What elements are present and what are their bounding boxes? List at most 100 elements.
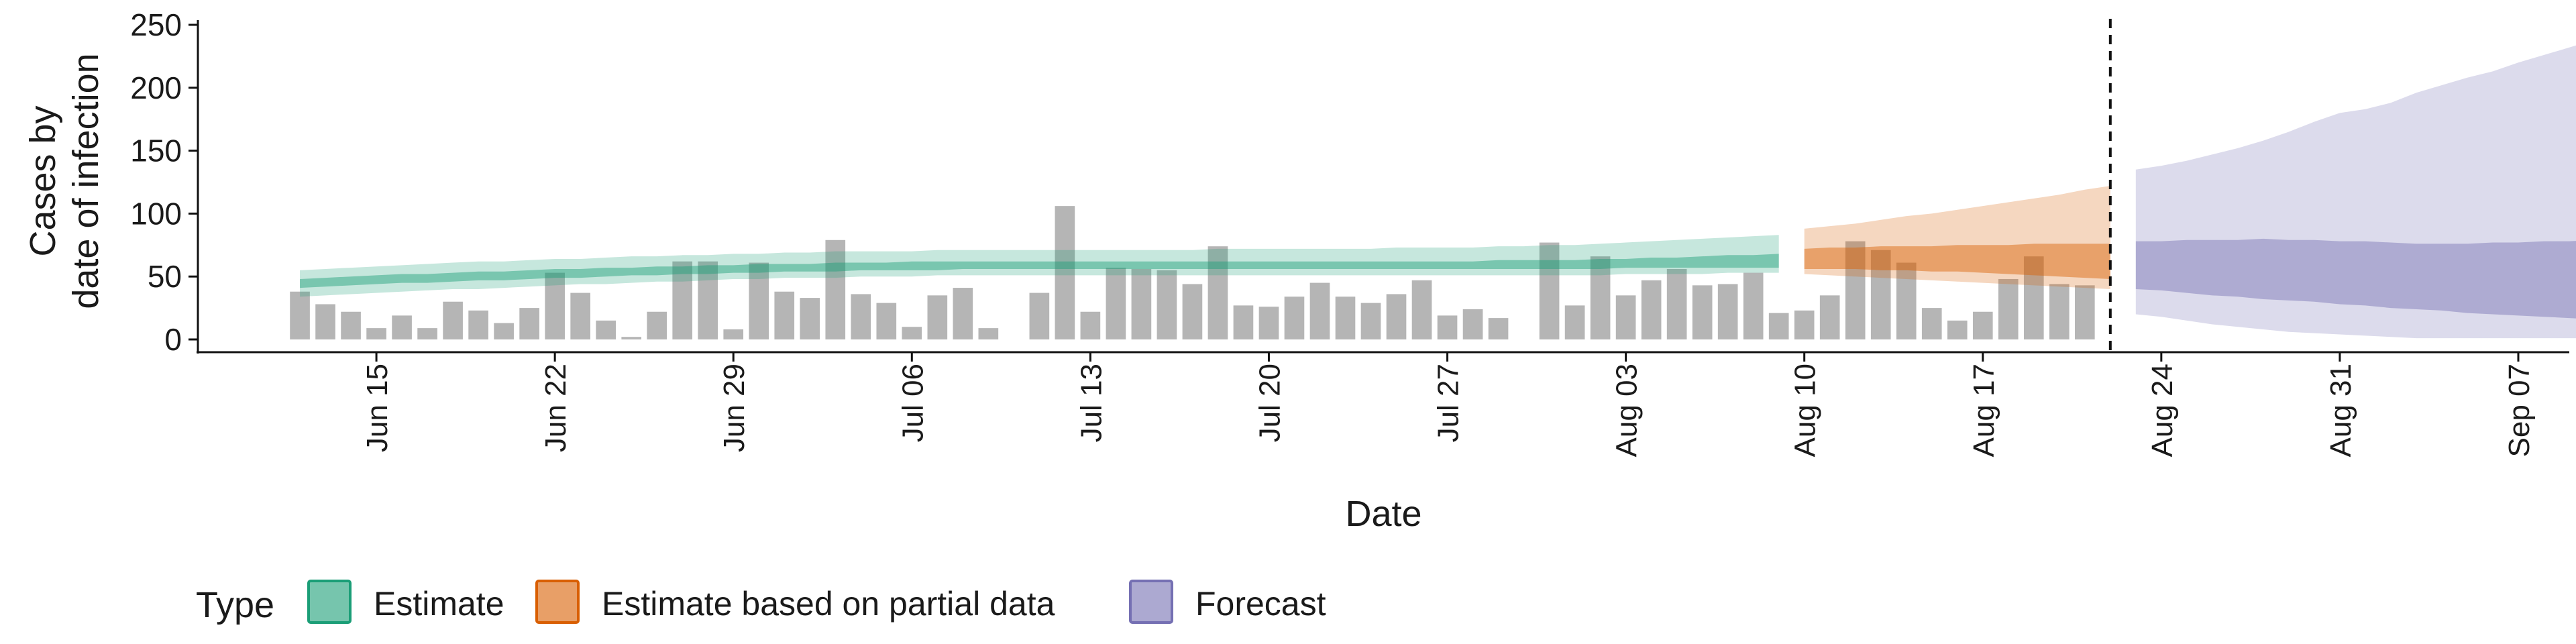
series-2-50-ribbon — [2135, 238, 2576, 319]
case-bar — [1462, 309, 1483, 339]
case-bar — [596, 320, 616, 339]
case-bar — [1106, 268, 1126, 339]
case-bar — [672, 261, 693, 339]
case-bar — [851, 294, 871, 339]
case-bar — [902, 327, 922, 339]
case-bar — [749, 262, 769, 339]
series-0-90-ribbon — [300, 235, 1779, 297]
case-bar — [953, 288, 973, 339]
case-bar — [825, 239, 846, 339]
case-bar — [417, 328, 437, 339]
case-bar — [876, 303, 897, 339]
case-bar — [1743, 272, 1764, 339]
case-bar — [1615, 295, 1636, 339]
x-tick-label: Aug 31 — [2324, 364, 2357, 457]
case-bar — [1488, 318, 1509, 339]
case-bar — [1590, 256, 1611, 339]
x-tick-label: Jul 20 — [1253, 364, 1286, 442]
case-bar — [1896, 262, 1917, 339]
case-bar — [1208, 246, 1228, 339]
case-bar — [1845, 241, 1866, 339]
case-bar — [494, 323, 514, 339]
case-bar — [1386, 294, 1407, 339]
case-bar — [1666, 268, 1687, 339]
case-bar — [1309, 282, 1330, 339]
axes: 0 50 100 150 200 250 Jun 15 Jun 22 Jun 29 Jul 06 J… — [130, 7, 2569, 457]
case-bar — [1182, 284, 1203, 339]
y-tick-label: 0 — [164, 322, 182, 357]
legend-label-0: Estimate — [374, 585, 504, 623]
legend-title: Type — [196, 585, 274, 625]
x-tick-label: Aug 17 — [1968, 364, 2000, 457]
y-tick-label: 250 — [130, 7, 182, 42]
case-bar — [1947, 320, 1968, 339]
x-tick-label: Jul 27 — [1432, 364, 1465, 442]
case-bar — [545, 272, 565, 339]
case-bar — [647, 311, 667, 339]
x-tick-label: Sep 07 — [2503, 364, 2536, 457]
x-tick-label: Jun 22 — [539, 364, 572, 452]
legend-label-2: Forecast — [1195, 585, 1326, 623]
case-bar — [392, 315, 412, 339]
case-bar — [927, 295, 948, 339]
x-tick-label: Jun 15 — [361, 364, 394, 452]
case-bar — [1029, 292, 1050, 339]
case-bar — [621, 337, 642, 339]
legend-key-0 — [307, 580, 352, 624]
x-axis-title: Date — [1345, 494, 1421, 534]
case-bar — [1819, 295, 1840, 339]
case-bar — [366, 328, 386, 339]
plot-area — [290, 19, 2576, 354]
case-bar — [1641, 280, 1662, 339]
case-bar — [443, 301, 463, 339]
case-bar — [800, 298, 820, 339]
case-bar — [1437, 315, 1458, 339]
x-tick-label: Jul 06 — [896, 364, 929, 442]
case-bar — [1335, 297, 1356, 339]
x-tick-label: Aug 24 — [2146, 364, 2179, 457]
x-tick-label: Jun 29 — [718, 364, 751, 452]
y-axis-title-line-1: Cases by — [23, 105, 63, 256]
case-bar — [1131, 268, 1152, 339]
series-0-50-ribbon — [300, 254, 1779, 288]
x-tick-label: Aug 03 — [1611, 364, 1644, 457]
legend-label-1: Estimate based on partial data — [602, 585, 1055, 623]
case-bar — [1717, 284, 1738, 339]
y-tick-label: 200 — [130, 70, 182, 105]
case-bar — [1768, 313, 1789, 339]
case-bar — [1360, 303, 1381, 339]
y-tick-label: 100 — [130, 196, 182, 231]
case-bar — [1794, 310, 1815, 339]
case-bar — [774, 291, 795, 339]
case-bar — [1258, 307, 1279, 339]
case-bar — [1080, 311, 1101, 339]
case-bar — [519, 308, 539, 339]
legend-key-1 — [535, 580, 580, 624]
case-bar — [1539, 242, 1560, 339]
case-bar — [1870, 250, 1891, 339]
case-bar — [698, 261, 718, 339]
case-bar — [290, 291, 310, 339]
case-bar — [723, 329, 744, 339]
case-bar — [2074, 285, 2095, 339]
case-bar — [1692, 285, 1713, 339]
x-tick-label: Aug 10 — [1789, 364, 1822, 457]
case-bar — [1233, 305, 1254, 339]
y-tick-label: 150 — [130, 133, 182, 168]
case-bar — [1998, 278, 2019, 339]
case-bar — [1284, 297, 1305, 339]
case-bar — [2049, 284, 2070, 339]
case-bar — [468, 310, 488, 339]
case-bar — [1055, 206, 1075, 339]
x-tick-label: Jul 13 — [1075, 364, 1108, 442]
series-1-90-ribbon — [1804, 186, 2110, 289]
legend: Type Estimate Estimate based on partial d… — [196, 580, 1326, 625]
case-bar — [570, 292, 590, 339]
y-tick-label: 50 — [148, 259, 182, 294]
case-bar — [1157, 270, 1177, 339]
case-bar — [1921, 308, 1942, 339]
series-1-50-ribbon — [1804, 244, 2110, 279]
case-bar — [315, 304, 335, 339]
